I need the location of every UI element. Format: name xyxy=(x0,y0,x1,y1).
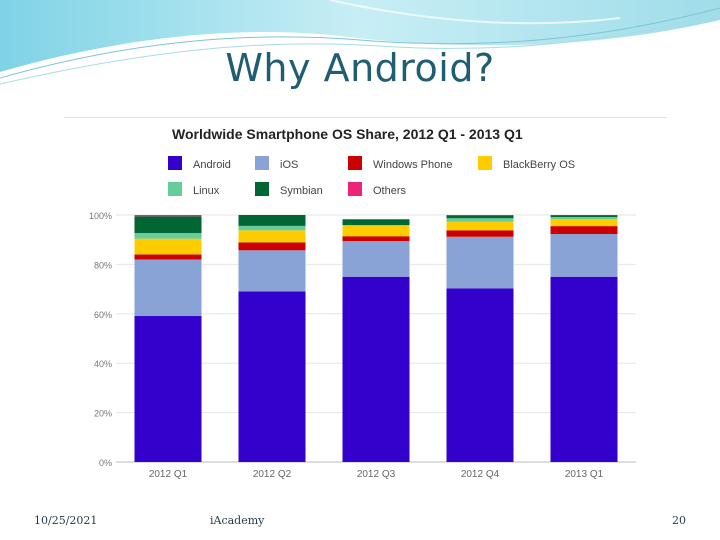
legend-label: Symbian xyxy=(280,185,323,197)
bar-segment-windows-phone xyxy=(238,242,306,251)
bar-group-2012-q3 xyxy=(342,219,410,462)
bar-segment-symbian xyxy=(342,219,410,226)
x-tick-label: 2012 Q3 xyxy=(357,469,396,480)
legend-item-android: Android xyxy=(168,156,231,171)
y-tick-label: 40% xyxy=(94,359,112,369)
y-tick-label: 80% xyxy=(94,260,112,270)
chart-panel: Worldwide Smartphone OS Share, 2012 Q1 -… xyxy=(64,117,667,501)
bar-segment-linux xyxy=(238,225,306,231)
x-tick-label: 2012 Q1 xyxy=(149,469,188,480)
bar-segment-blackberry-os xyxy=(342,225,410,237)
bar-segment-android xyxy=(134,316,202,462)
legend-item-windows-phone: Windows Phone xyxy=(348,156,453,171)
y-axis-ticks: 0% 20% 40% 60% 80% 100% xyxy=(89,211,112,468)
bar-group-2012-q2 xyxy=(238,215,306,462)
footer-date: 10/25/2021 xyxy=(34,514,98,527)
bar-segment-ios xyxy=(238,250,306,292)
legend-swatch-android xyxy=(168,156,182,170)
legend-item-linux: Linux xyxy=(168,182,220,197)
legend-label: Android xyxy=(193,159,231,171)
x-tick-label: 2012 Q4 xyxy=(461,469,500,480)
bar-segment-android xyxy=(446,288,514,462)
bar-segment-linux xyxy=(446,218,514,222)
slide-title: Why Android? xyxy=(225,46,495,90)
bar-segment-linux xyxy=(134,233,202,239)
legend-label: Others xyxy=(373,185,407,197)
chart-title: Worldwide Smartphone OS Share, 2012 Q1 -… xyxy=(172,126,523,142)
legend-swatch-symbian xyxy=(255,182,269,196)
bar-segment-windows-phone xyxy=(550,226,618,235)
bar-segment-linux xyxy=(550,216,618,219)
bar-group-2012-q4 xyxy=(446,215,514,462)
bar-segment-ios xyxy=(134,259,202,317)
header-wave-decoration xyxy=(0,0,720,85)
bar-group-2013-q1 xyxy=(550,215,618,462)
footer-page-number: 20 xyxy=(672,514,686,527)
legend-swatch-linux xyxy=(168,182,182,196)
bar-segment-others xyxy=(134,215,202,217)
chart-legend: Android iOS Windows Phone BlackBerry OS Linu… xyxy=(168,156,575,197)
legend-label: iOS xyxy=(280,159,298,171)
bar-segment-blackberry-os xyxy=(446,221,514,231)
bar-segment-ios xyxy=(550,234,618,277)
legend-item-blackberry-os: BlackBerry OS xyxy=(478,156,575,171)
legend-swatch-others xyxy=(348,182,362,196)
bar-group-2012-q1 xyxy=(134,215,202,462)
legend-swatch-blackberry-os xyxy=(478,156,492,170)
y-tick-label: 0% xyxy=(99,458,112,468)
bar-segment-windows-phone xyxy=(134,254,202,260)
x-axis-ticks: 2012 Q1 2012 Q2 2012 Q3 2012 Q4 2013 Q1 xyxy=(149,469,604,480)
bar-segment-windows-phone xyxy=(342,236,410,242)
bar-segment-windows-phone xyxy=(446,230,514,237)
bar-segment-symbian xyxy=(550,215,618,217)
chart-bars xyxy=(134,215,618,462)
legend-item-others: Others xyxy=(348,182,407,197)
legend-label: Linux xyxy=(193,185,220,197)
legend-label: Windows Phone xyxy=(373,159,453,171)
bar-segment-blackberry-os xyxy=(134,238,202,255)
y-tick-label: 60% xyxy=(94,310,112,320)
legend-item-ios: iOS xyxy=(255,156,298,171)
x-tick-label: 2013 Q1 xyxy=(565,469,604,480)
legend-item-symbian: Symbian xyxy=(255,182,323,197)
stacked-bar-chart: Worldwide Smartphone OS Share, 2012 Q1 -… xyxy=(89,126,636,480)
bar-segment-android xyxy=(550,276,618,462)
bar-segment-symbian xyxy=(238,215,306,226)
x-tick-label: 2012 Q2 xyxy=(253,469,292,480)
legend-label: BlackBerry OS xyxy=(503,159,575,171)
bar-segment-blackberry-os xyxy=(238,230,306,243)
bar-segment-android xyxy=(238,291,306,462)
bar-segment-android xyxy=(342,276,410,462)
y-tick-label: 100% xyxy=(89,211,112,221)
legend-swatch-ios xyxy=(255,156,269,170)
footer-organization: iAcademy xyxy=(210,514,265,527)
bar-segment-ios xyxy=(342,241,410,277)
bar-segment-symbian xyxy=(134,216,202,234)
bar-segment-symbian xyxy=(446,215,514,219)
legend-swatch-windows-phone xyxy=(348,156,362,170)
y-tick-label: 20% xyxy=(94,409,112,419)
bar-segment-ios xyxy=(446,236,514,289)
bar-segment-blackberry-os xyxy=(550,218,618,227)
